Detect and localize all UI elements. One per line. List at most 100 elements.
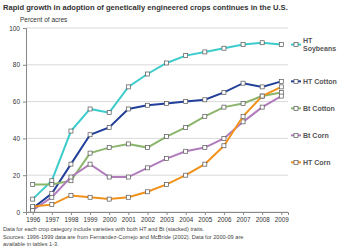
marker	[222, 144, 226, 148]
marker	[241, 114, 245, 118]
note: Data for each crop category include vari…	[3, 226, 205, 232]
x-tick-mark	[33, 212, 34, 215]
x-tick-label: 2004	[179, 216, 194, 223]
y-tick-mark	[23, 28, 26, 29]
marker	[107, 146, 111, 150]
x-tick-label: 2007	[237, 216, 252, 223]
grid-line	[26, 64, 288, 65]
marker	[107, 175, 111, 179]
y-tick-mark	[23, 212, 26, 213]
y-tick-label: 80	[13, 61, 21, 68]
marker	[203, 114, 207, 118]
marker	[184, 173, 188, 177]
legend-line	[291, 134, 301, 136]
marker	[50, 203, 54, 207]
x-tick: 2000	[103, 212, 118, 223]
x-tick-label: 2009	[275, 216, 290, 223]
legend-marker	[294, 133, 298, 137]
series-line	[33, 96, 282, 210]
y-axis-title: Percent of acres	[20, 16, 68, 23]
y-tick-mark	[23, 138, 26, 139]
legend-label: HT Soybeans	[303, 37, 336, 53]
legend-item: HT Cotton	[291, 78, 337, 85]
y-tick-mark	[23, 175, 26, 176]
marker	[279, 79, 283, 83]
marker	[88, 107, 92, 111]
y-tick-label: 60	[13, 98, 21, 105]
y-tick-label: 0	[16, 209, 20, 216]
x-tick-label: 2002	[141, 216, 156, 223]
title: Rapid growth in adoption of genetically …	[3, 3, 288, 12]
x-tick-mark	[281, 212, 282, 215]
marker	[203, 146, 207, 150]
x-tick-mark	[52, 212, 53, 215]
marker	[184, 54, 188, 58]
x-tick: 1997	[45, 212, 60, 223]
series	[31, 90, 284, 186]
x-tick: 2009	[275, 212, 290, 223]
x-tick-label: 2008	[256, 216, 271, 223]
y-axis-line	[23, 29, 27, 213]
x-tick-label: 2006	[217, 216, 232, 223]
x-axis-line	[27, 213, 289, 216]
marker	[165, 61, 169, 65]
marker	[241, 81, 245, 85]
marker	[165, 157, 169, 161]
marker	[88, 151, 92, 155]
marker	[145, 166, 149, 170]
marker	[69, 175, 73, 179]
marker	[279, 43, 283, 47]
legend-marker	[294, 160, 298, 164]
series-group	[31, 41, 284, 212]
marker	[260, 94, 264, 98]
marker	[203, 50, 207, 54]
marker	[69, 193, 73, 197]
legend-item: HT Soybeans	[291, 37, 336, 53]
legend: HT SoybeansHT CottonBt CottonBt CornHT C…	[291, 37, 337, 166]
marker	[145, 146, 149, 150]
legend-label: HT Cotton	[303, 78, 337, 85]
marker	[260, 85, 264, 89]
x-tick-label: 1998	[64, 216, 79, 223]
grid-line	[26, 138, 288, 139]
marker	[279, 85, 283, 89]
grid	[26, 28, 288, 212]
marker	[107, 111, 111, 115]
legend-marker	[294, 43, 298, 47]
notes: Data for each crop category include vari…	[3, 226, 243, 247]
series-line	[33, 92, 282, 184]
series	[31, 94, 284, 212]
x-tick: 2006	[217, 212, 232, 223]
x-tick: 2001	[122, 212, 137, 223]
marker	[222, 105, 226, 109]
x-tick: 2004	[179, 212, 194, 223]
marker	[279, 94, 283, 98]
marker	[126, 195, 130, 199]
x-tick-label: 2003	[160, 216, 175, 223]
marker	[203, 98, 207, 102]
marker	[184, 149, 188, 153]
x-tick-mark	[167, 212, 168, 215]
series-line	[33, 81, 282, 208]
marker	[165, 135, 169, 139]
marker	[203, 162, 207, 166]
x-tick-mark	[224, 212, 225, 215]
marker	[31, 197, 35, 201]
x-tick-mark	[71, 212, 72, 215]
note: Sources: 1996-1999 data are from Fernand…	[3, 234, 243, 240]
marker	[241, 43, 245, 47]
marker	[260, 41, 264, 45]
legend-line	[291, 161, 301, 163]
y-tick-label: 100	[9, 25, 20, 32]
x-axis: 1996199719981999200020012002200320042005…	[26, 212, 289, 223]
x-tick: 2007	[237, 212, 252, 223]
marker	[50, 182, 54, 186]
marker	[241, 101, 245, 105]
marker	[145, 190, 149, 194]
series-line	[33, 43, 282, 199]
marker	[88, 195, 92, 199]
marker	[222, 90, 226, 94]
marker	[222, 136, 226, 140]
chart: Rapid growth in adoption of genetically …	[0, 0, 350, 252]
x-tick-mark	[205, 212, 206, 215]
